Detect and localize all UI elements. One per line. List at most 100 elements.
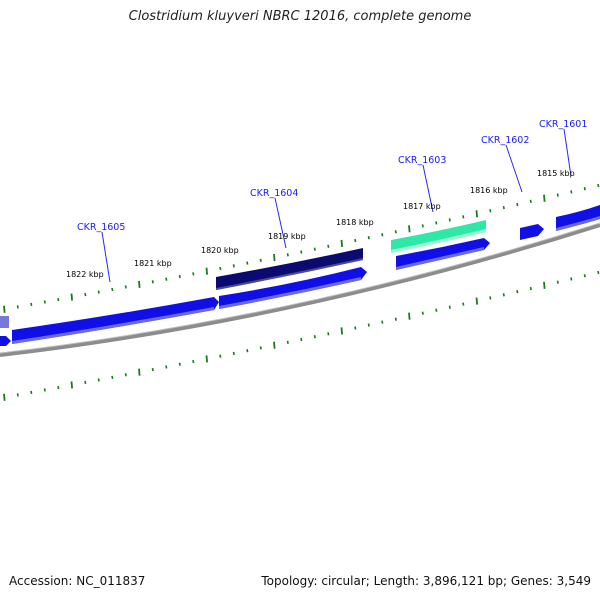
gene-label-leader — [563, 128, 572, 177]
gene-feature[interactable] — [396, 238, 490, 270]
gene-feature-ckr-1604[interactable] — [216, 248, 363, 290]
minor-tick — [84, 380, 87, 385]
genome-backbone-highlight — [0, 222, 600, 354]
gene-feature[interactable] — [0, 316, 11, 346]
major-tick — [273, 253, 276, 262]
minor-tick — [219, 266, 222, 271]
minor-tick — [367, 323, 370, 327]
minor-tick — [597, 270, 600, 275]
gene-label-leader — [101, 231, 111, 283]
major-tick — [543, 194, 546, 202]
genome-backbone — [0, 223, 600, 357]
kbp-label: 1822 kbp — [66, 270, 104, 279]
major-tick — [475, 297, 478, 305]
major-tick — [70, 381, 73, 389]
kbp-label: 1815 kbp — [537, 169, 575, 178]
minor-tick — [529, 199, 532, 204]
minor-tick — [462, 215, 465, 219]
minor-tick — [16, 393, 19, 397]
kbp-label: 1818 kbp — [336, 218, 374, 227]
minor-tick — [232, 351, 235, 356]
gene-feature[interactable] — [520, 224, 544, 240]
gene-feature[interactable] — [219, 267, 367, 309]
major-tick — [205, 267, 208, 275]
major-tick — [205, 355, 208, 363]
minor-tick — [394, 317, 397, 321]
minor-tick — [421, 311, 424, 315]
major-tick — [3, 393, 6, 401]
gene-feature[interactable] — [556, 205, 600, 231]
outer-tick-track — [3, 183, 600, 313]
minor-tick — [111, 375, 114, 380]
minor-tick — [124, 285, 127, 289]
gene-label-ckr-1604[interactable]: CKR_1604 — [250, 188, 298, 199]
minor-tick — [516, 290, 519, 294]
minor-tick — [489, 296, 492, 300]
minor-tick — [300, 250, 303, 254]
minor-tick — [43, 300, 46, 304]
minor-tick — [165, 277, 168, 281]
minor-tick — [421, 224, 424, 228]
minor-tick — [462, 302, 465, 306]
gene-feature-ckr-1603[interactable] — [391, 220, 486, 253]
minor-tick — [502, 293, 505, 297]
minor-tick — [43, 388, 46, 392]
major-tick — [138, 280, 141, 288]
gene-label-leader — [505, 144, 523, 193]
inner-tick-track — [3, 270, 600, 401]
minor-tick — [286, 340, 289, 344]
gene-label-ckr-1603[interactable]: CKR_1603 — [398, 155, 446, 166]
minor-tick — [192, 359, 195, 364]
minor-tick — [529, 286, 532, 291]
minor-tick — [246, 261, 249, 265]
minor-tick — [435, 308, 438, 312]
minor-tick — [327, 332, 330, 336]
minor-tick — [124, 373, 127, 377]
minor-tick — [516, 202, 519, 207]
minor-tick — [583, 187, 586, 191]
minor-tick — [597, 183, 600, 188]
major-tick — [408, 312, 411, 320]
minor-tick — [97, 290, 100, 294]
kbp-label: 1816 kbp — [470, 186, 508, 195]
minor-tick — [97, 378, 100, 382]
major-tick — [340, 239, 343, 248]
minor-tick — [354, 326, 357, 330]
minor-tick — [381, 233, 384, 237]
minor-tick — [178, 362, 181, 366]
minor-tick — [381, 320, 384, 324]
minor-tick — [246, 349, 249, 353]
minor-tick — [30, 302, 33, 307]
minor-tick — [313, 247, 316, 251]
minor-tick — [556, 193, 559, 197]
gene-label-ckr-1602[interactable]: CKR_1602 — [481, 135, 529, 146]
minor-tick — [192, 272, 195, 276]
major-tick — [340, 327, 343, 335]
minor-tick — [489, 209, 492, 213]
minor-tick — [583, 274, 586, 278]
minor-tick — [259, 346, 262, 350]
minor-tick — [30, 390, 33, 395]
minor-tick — [313, 335, 316, 339]
map-title: Clostridium kluyveri NBRC 12016, complet… — [128, 9, 472, 24]
minor-tick — [151, 367, 154, 372]
kbp-label: 1820 kbp — [201, 246, 239, 255]
gene-label-ckr-1601[interactable]: CKR_1601 — [539, 119, 587, 130]
minor-tick — [570, 190, 573, 194]
minor-tick — [327, 244, 330, 248]
kbp-label: 1817 kbp — [403, 202, 441, 211]
major-tick — [273, 341, 276, 349]
major-tick — [70, 293, 73, 301]
minor-tick — [111, 287, 114, 292]
minor-tick — [502, 205, 505, 210]
gene-label-leader — [422, 164, 434, 213]
minor-tick — [178, 274, 181, 279]
minor-tick — [448, 305, 451, 309]
minor-tick — [556, 280, 559, 284]
minor-tick — [57, 385, 60, 390]
gene-label-leader — [274, 197, 287, 249]
gene-feature[interactable] — [12, 297, 219, 344]
minor-tick — [57, 297, 60, 302]
minor-tick — [394, 230, 397, 234]
gene-label-ckr-1605[interactable]: CKR_1605 — [77, 222, 125, 233]
